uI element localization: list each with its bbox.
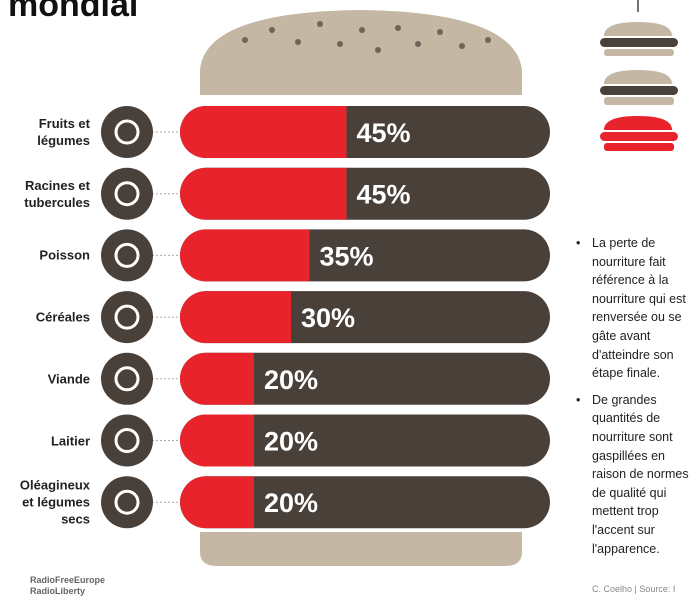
- icon: [101, 291, 153, 343]
- bar: [180, 229, 310, 281]
- bottom-bun: [200, 532, 522, 566]
- burger-icons: [600, 0, 678, 151]
- bar: [180, 168, 347, 220]
- credit: C. Coelho | Source: I: [592, 584, 675, 594]
- logo-line: RadioLiberty: [30, 586, 105, 597]
- category-label: Poisson: [6, 247, 90, 264]
- icon: [101, 415, 153, 467]
- icon: [101, 106, 153, 158]
- category-label: Oléagineux et légumes secs: [6, 477, 90, 528]
- logo: RadioFreeEurope RadioLiberty: [30, 575, 105, 597]
- note: De grandes quantités de nourriture sont …: [576, 391, 692, 558]
- category-label: Fruits et légumes: [6, 115, 90, 149]
- title: mondial: [8, 0, 138, 25]
- category-label: Laitier: [6, 432, 90, 449]
- icon: [101, 476, 153, 528]
- category-label: Racines et tubercules: [6, 177, 90, 211]
- icon: [101, 229, 153, 281]
- notes: La perte de nourriture fait référence à …: [576, 234, 692, 566]
- bar: [180, 415, 254, 467]
- logo-line: RadioFreeEurope: [30, 575, 105, 586]
- bar: [180, 476, 254, 528]
- top-bun: [200, 10, 522, 95]
- value-label: 20%: [264, 488, 318, 518]
- value-label: 20%: [264, 427, 318, 457]
- bar: [180, 106, 347, 158]
- bar: [180, 291, 291, 343]
- note: La perte de nourriture fait référence à …: [576, 234, 692, 383]
- value-label: 20%: [264, 365, 318, 395]
- category-label: Viande: [6, 370, 90, 387]
- value-label: 45%: [357, 118, 411, 148]
- icon: [101, 168, 153, 220]
- value-label: 35%: [320, 241, 374, 271]
- value-label: 45%: [357, 180, 411, 210]
- bar: [180, 353, 254, 405]
- value-label: 30%: [301, 303, 355, 333]
- icon: [101, 353, 153, 405]
- category-label: Céréales: [6, 309, 90, 326]
- infographic: 45% 45% 35% 30% 20% 20% 20% mondial La perte d…: [0, 0, 692, 605]
